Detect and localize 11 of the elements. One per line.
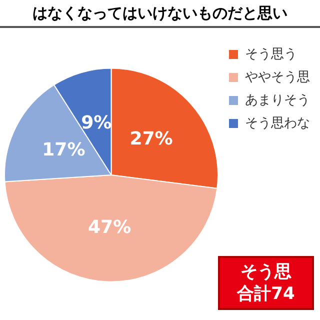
legend-label: ややそう思 (245, 69, 310, 84)
data-label: 17% (42, 139, 86, 160)
data-label: 27% (130, 128, 173, 150)
legend-label: あまりそう (245, 92, 310, 108)
chart-title: はなくなってはいけないものだと思い (0, 4, 320, 28)
data-label: 47% (88, 217, 132, 238)
legend-label: そう思わな (245, 115, 310, 130)
text: 合計74 (236, 282, 296, 305)
legend-label: そう思う (245, 46, 297, 62)
data-label: 9% (81, 112, 112, 134)
text: そう思 (240, 260, 292, 283)
